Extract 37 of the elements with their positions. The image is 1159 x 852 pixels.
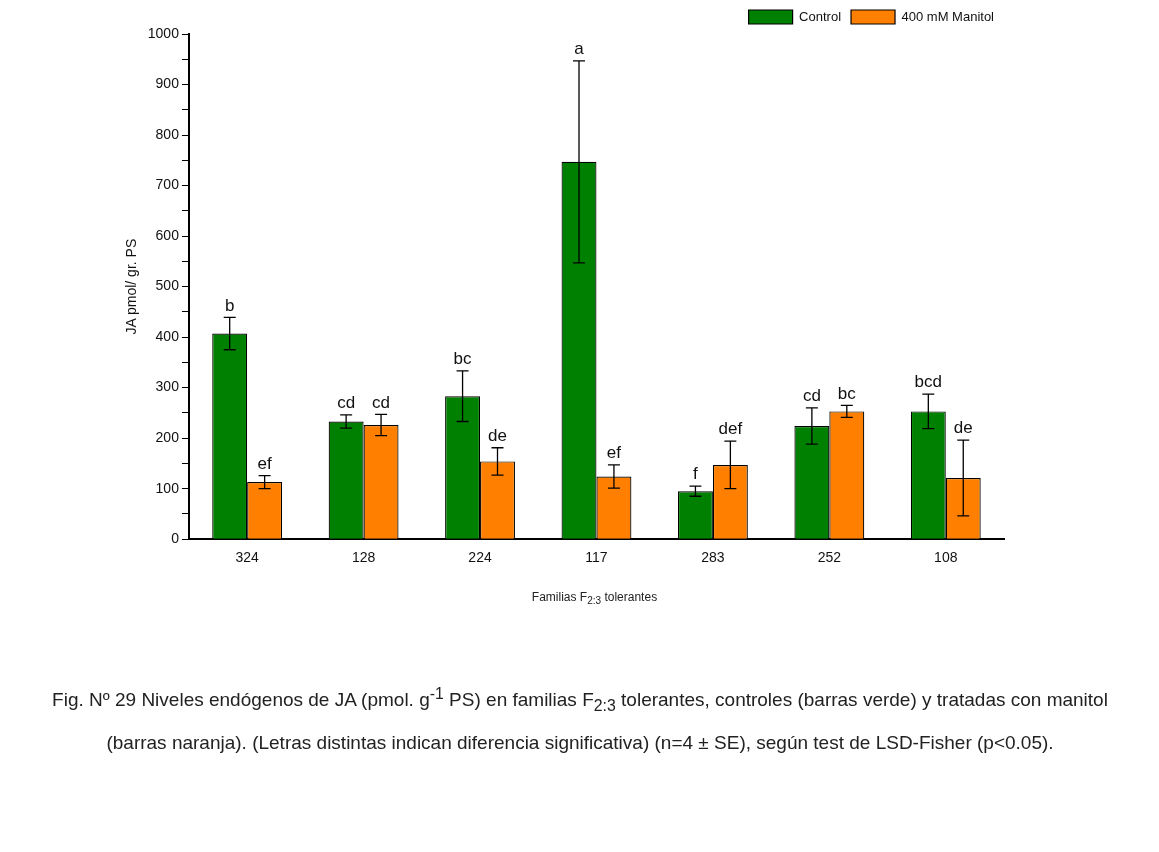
x-tick-label: 224 (468, 549, 492, 566)
x-axis-title: Familias F$_{2:3}$ tolerantes (530, 590, 659, 607)
annotation: cd (372, 392, 391, 412)
y-tick-label: 1000 (147, 24, 180, 41)
annotation: def (718, 419, 743, 439)
annotation: bc (453, 349, 473, 369)
x-tick-label: 252 (817, 549, 842, 566)
annotation: cd (337, 393, 356, 413)
annotation: ef (257, 453, 272, 473)
x-tick-label: 324 (235, 549, 260, 566)
annotation: bc (837, 383, 857, 403)
x-tick-label: 128 (351, 549, 376, 566)
x-tick-label: 108 (934, 549, 958, 566)
legend-label: 400 mM Manitol (901, 8, 995, 24)
annotation: ef (606, 443, 622, 463)
annotation: bcd (914, 372, 943, 392)
y-tick-label: 0 (171, 530, 180, 547)
annotation: a (574, 38, 585, 58)
annotation: f (693, 464, 699, 484)
annotation: b (224, 295, 235, 315)
y-tick-label: 500 (155, 277, 180, 294)
y-tick-label: 400 (155, 327, 180, 344)
legend-label: Control (799, 8, 842, 24)
x-tick-label: 117 (585, 549, 608, 566)
y-axis-title: JA pmol/ gr. PS (123, 238, 140, 335)
y-tick-label: 800 (155, 125, 180, 142)
annotation: de (488, 425, 507, 445)
annotation: de (953, 418, 973, 438)
y-tick-label: 700 (155, 176, 180, 193)
y-tick-label: 900 (155, 75, 180, 92)
y-tick-label: 600 (155, 226, 180, 243)
annotation: cd (802, 386, 821, 406)
text: Fig. Nº 29 Niveles endógenos de JA (pmol. g$^{-1}$ PS) en familias F$_{2:3}$ tolerantes, controles (barras verde) y tratadas con manitol (barras naranja). (Letras distintas indican diferencia significativa) (n=4 ± SE), según test de LSD-Fisher (p<0.05). (51, 684, 1109, 756)
x-tick-label: 283 (701, 549, 725, 566)
y-tick-label: 200 (155, 429, 180, 446)
y-tick-label: 300 (155, 378, 180, 395)
y-tick-label: 100 (155, 479, 180, 496)
